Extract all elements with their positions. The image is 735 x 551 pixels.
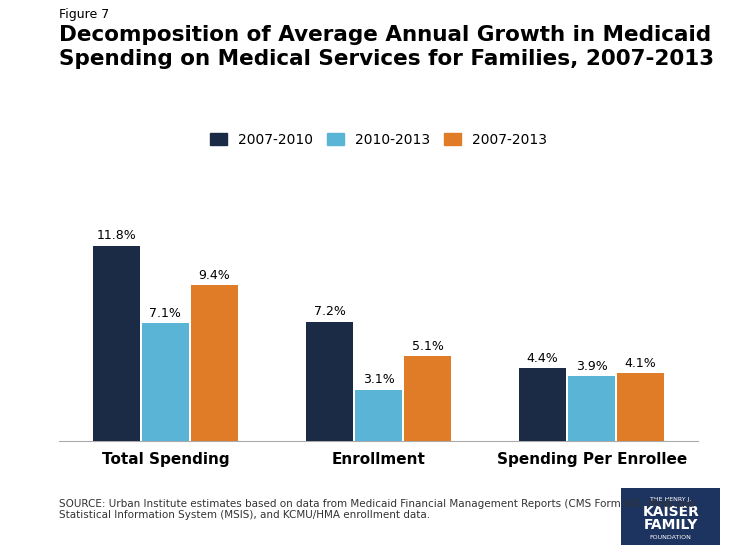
Text: 11.8%: 11.8% xyxy=(96,229,136,242)
Text: 3.9%: 3.9% xyxy=(576,360,608,373)
Text: 5.1%: 5.1% xyxy=(412,340,443,353)
Bar xyxy=(568,376,615,441)
Bar xyxy=(306,322,353,441)
Text: SOURCE: Urban Institute estimates based on data from Medicaid Financial Manageme: SOURCE: Urban Institute estimates based … xyxy=(59,499,695,520)
Text: 4.1%: 4.1% xyxy=(625,356,656,370)
Bar xyxy=(617,373,664,441)
Bar xyxy=(142,323,189,441)
Bar xyxy=(404,356,451,441)
Text: 7.1%: 7.1% xyxy=(149,307,182,320)
Bar xyxy=(93,246,140,441)
Text: FOUNDATION: FOUNDATION xyxy=(650,535,692,540)
Bar xyxy=(355,390,402,441)
Bar xyxy=(191,285,238,441)
Text: 7.2%: 7.2% xyxy=(314,305,345,318)
Text: 3.1%: 3.1% xyxy=(362,373,395,386)
Text: 9.4%: 9.4% xyxy=(198,269,230,282)
Text: THE HENRY J.: THE HENRY J. xyxy=(650,496,692,502)
Text: FAMILY: FAMILY xyxy=(644,517,698,532)
Text: Figure 7: Figure 7 xyxy=(59,8,109,21)
Text: KAISER: KAISER xyxy=(642,505,699,519)
Text: Decomposition of Average Annual Growth in Medicaid
Spending on Medical Services : Decomposition of Average Annual Growth i… xyxy=(59,25,714,69)
Legend: 2007-2010, 2010-2013, 2007-2013: 2007-2010, 2010-2013, 2007-2013 xyxy=(207,128,551,151)
Bar xyxy=(519,368,566,441)
Text: 4.4%: 4.4% xyxy=(527,352,559,365)
